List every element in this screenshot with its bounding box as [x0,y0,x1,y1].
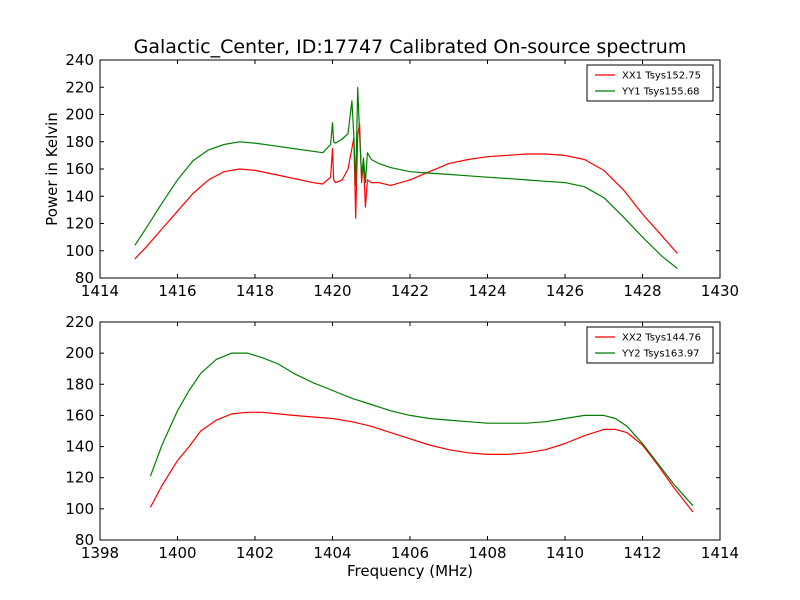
y-tick-label: 80 [75,269,94,287]
y-tick-label: 200 [65,344,94,362]
x-tick-label: 1414 [701,544,739,562]
legend-bottom: XX2 Tsys144.76 YY2 Tsys163.97 [586,326,714,364]
chart-title: Galactic_Center, ID:17747 Calibrated On-… [134,36,687,58]
panel-top: 1414 1416 1418 1420 1422 1424 1426 1428 1430 80 10… [43,51,739,300]
y-tick-label: 80 [75,531,94,549]
x-tick-label: 1430 [701,282,739,300]
y-axis-label: Power in Kelvin [43,112,61,226]
x-tick-label: 1406 [391,544,429,562]
y-tick-label: 100 [65,500,94,518]
x-tick-label: 1424 [468,282,506,300]
legend-entry: YY2 Tsys163.97 [621,349,700,360]
y-tick-label: 240 [65,51,94,69]
x-tick-label: 1420 [313,282,351,300]
series-line-bottom-2 [149,352,694,507]
x-tick-label: 1412 [623,544,661,562]
legend-entry: YY1 Tsys155.68 [621,87,700,98]
y-tick-label: 100 [65,242,94,260]
x-tick-label: 1422 [391,282,429,300]
legend-entry: XX2 Tsys144.76 [622,333,701,344]
y-tick-label: 140 [65,438,94,456]
x-tick-label: 1426 [546,282,584,300]
x-axis-label: Frequency (MHz) [347,562,473,580]
y-tick-label: 220 [65,313,94,331]
x-tick-label: 1428 [623,282,661,300]
x-tick-label: 1398 [81,544,119,562]
legend-box [586,326,714,364]
x-tick-label: 1410 [546,544,584,562]
y-tick-label: 160 [65,160,94,178]
x-tick-label: 1402 [236,544,274,562]
y-tick-label: 160 [65,406,94,424]
x-tick-label: 1408 [468,544,506,562]
legend-top: XX1 Tsys152.75 YY1 Tsys155.68 [586,64,714,102]
x-tick-label: 1400 [158,544,196,562]
y-tick-label: 220 [65,78,94,96]
series-line-top-2 [134,86,678,269]
y-tick-label: 120 [65,215,94,233]
y-tick-label: 120 [65,469,94,487]
series-line-top-1 [134,123,678,260]
x-tick-label: 1416 [158,282,196,300]
legend-box [586,64,714,102]
series-line-bottom-1 [149,411,694,513]
x-tick-label: 1414 [81,282,119,300]
y-tick-label: 140 [65,187,94,205]
panels: 1414 1416 1418 1420 1422 1424 1426 1428 1430 80 10… [43,51,739,580]
x-tick-label: 1418 [236,282,274,300]
y-tick-label: 180 [65,133,94,151]
y-tick-label: 180 [65,375,94,393]
panel-bottom: 1398 1400 1402 1404 1406 1408 1410 1412 1414 80 10… [65,313,739,580]
y-tick-label: 200 [65,106,94,124]
x-tick-label: 1404 [313,544,351,562]
legend-entry: XX1 Tsys152.75 [622,71,701,82]
